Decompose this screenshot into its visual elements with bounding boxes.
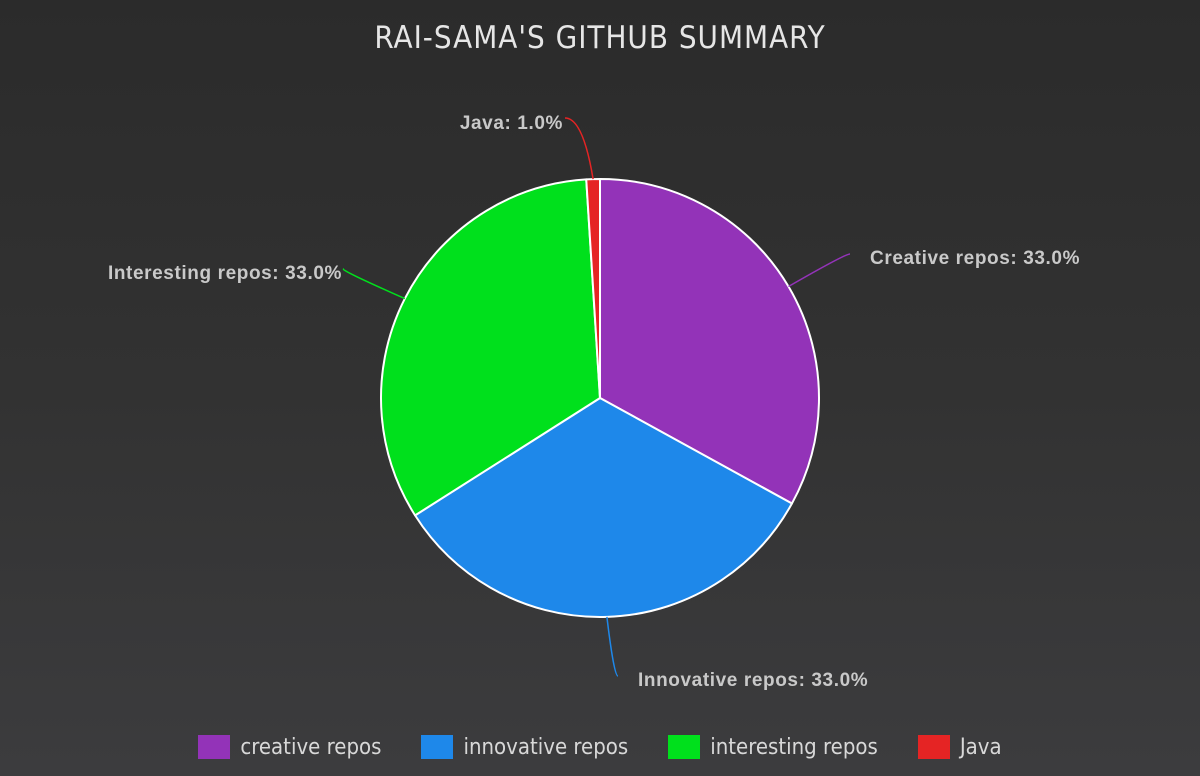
legend-item-creative-repos[interactable]: creative repos [198, 735, 381, 760]
legend-item-java[interactable]: Java [917, 734, 1002, 760]
slice-label-java: Java: 1.0% [460, 113, 563, 134]
slice-label-interesting-repos: Interesting repos: 33.0% [108, 263, 342, 284]
legend-swatch-creative-repos [198, 735, 231, 759]
legend-label-interesting-repos: interesting repos [710, 734, 878, 760]
slice-label-innovative-repos: Innovative repos: 33.0% [638, 670, 868, 691]
pie-slice-interesting-repos[interactable] [379, 178, 601, 517]
legend-item-innovative-repos[interactable]: innovative repos [421, 735, 628, 760]
legend-label-java: Java [959, 734, 1002, 760]
legend-swatch-java [917, 735, 950, 759]
connector-line-creative-repos [788, 253, 851, 288]
pie-slice-java[interactable] [585, 177, 601, 399]
connector-line-java [564, 117, 594, 180]
pie-slice-innovative-repos[interactable] [414, 397, 793, 618]
connector-line-innovative-repos [606, 616, 619, 677]
slice-labels: Creative repos: 33.0% Innovative repos: 3… [108, 113, 1080, 691]
chart-title: RAI-SAMA'S GITHUB SUMMARY [374, 20, 825, 56]
pie-slices [379, 177, 820, 618]
pie-slice-creative-repos[interactable] [599, 178, 820, 505]
legend-item-interesting-repos[interactable]: interesting repos [668, 735, 878, 760]
slice-label-creative-repos: Creative repos: 33.0% [870, 248, 1080, 269]
legend-label-innovative-repos: innovative repos [463, 734, 629, 760]
legend: creative repos innovative repos interest… [0, 730, 1200, 764]
legend-swatch-innovative-repos [421, 735, 454, 759]
legend-swatch-interesting-repos [668, 735, 701, 759]
connector-line-interesting-repos [342, 268, 406, 300]
legend-label-creative-repos: creative repos [240, 734, 382, 760]
